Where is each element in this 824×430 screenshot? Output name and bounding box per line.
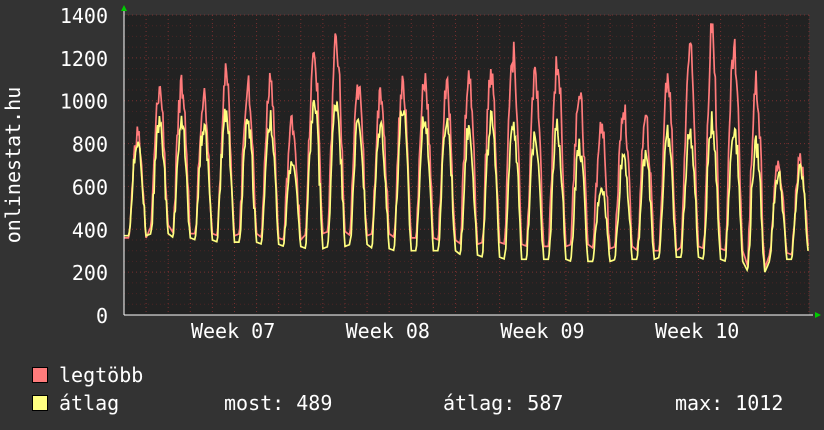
legend-label-avg: átlag xyxy=(59,391,120,415)
y-tick-label: 200 xyxy=(72,261,108,285)
legend-swatch-avg xyxy=(32,395,48,411)
stat-maximum: max: 1012 xyxy=(675,391,784,415)
y-tick-label: 1400 xyxy=(60,4,108,28)
legend-swatch-max xyxy=(32,367,48,383)
y-tick-label: 800 xyxy=(72,133,108,157)
stat-average: átlag: 587 xyxy=(443,391,564,415)
stat-current: most: 489 xyxy=(224,391,333,415)
y-tick-label: 400 xyxy=(72,218,108,242)
x-tick-label: Week 07 xyxy=(191,319,275,343)
y-tick-label: 1200 xyxy=(60,47,108,71)
y-axis-label: onlinestat.hu xyxy=(1,87,25,244)
y-tick-label: 600 xyxy=(72,175,108,199)
x-tick-label: Week 10 xyxy=(655,319,739,343)
legend-label-max: legtöbb xyxy=(59,363,144,387)
x-tick-label: Week 09 xyxy=(500,319,584,343)
y-tick-label: 0 xyxy=(96,304,108,328)
x-axis-arrow xyxy=(815,312,821,318)
series-line-avg xyxy=(124,99,809,273)
series-line-max xyxy=(124,23,809,269)
x-tick-label: Week 08 xyxy=(346,319,430,343)
y-axis-arrow xyxy=(121,5,127,11)
y-tick-label: 1000 xyxy=(60,90,108,114)
